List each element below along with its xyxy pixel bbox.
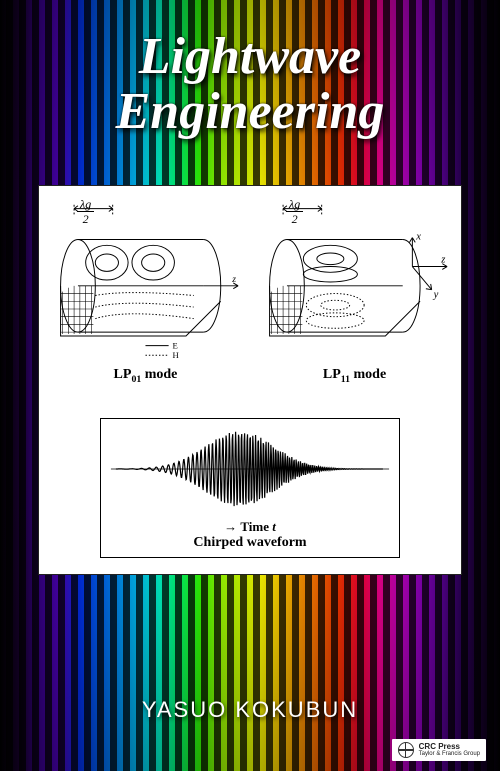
publisher-text: CRC Press Taylor & Francis Group bbox=[419, 743, 480, 757]
axis-y-label: y bbox=[433, 289, 439, 300]
author-name: YASUO KOKUBUN bbox=[0, 697, 500, 723]
mode-figures-row: λg2 bbox=[49, 196, 451, 406]
axis-z-label: z bbox=[440, 255, 445, 266]
svg-text:z: z bbox=[231, 274, 236, 285]
waveform-caption: Chirped waveform bbox=[101, 535, 399, 557]
lp11-label: LP11 mode bbox=[258, 367, 451, 385]
figure-panel: λg2 bbox=[38, 185, 462, 575]
title-line-1: Lightwave bbox=[0, 30, 500, 85]
lambda-annotation-right: λg2 bbox=[286, 198, 303, 225]
svg-text:H: H bbox=[172, 350, 179, 360]
figure-lp11: λg2 bbox=[258, 196, 451, 406]
lp01-label: LP01 mode bbox=[49, 367, 242, 385]
figure-lp01: λg2 bbox=[49, 196, 242, 406]
lambda-annotation-left: λg2 bbox=[77, 198, 94, 225]
time-axis-label: → Time t bbox=[101, 519, 399, 535]
book-cover: Lightwave Engineering λg2 bbox=[0, 0, 500, 771]
publisher-logo-icon bbox=[398, 742, 414, 758]
author-block: YASUO KOKUBUN bbox=[0, 697, 500, 723]
title-block: Lightwave Engineering bbox=[0, 30, 500, 139]
publisher-badge: CRC Press Taylor & Francis Group bbox=[392, 739, 486, 761]
axis-x-label: x bbox=[415, 232, 421, 243]
chirped-waveform-plot bbox=[101, 419, 399, 519]
chirped-waveform-box: → Time t Chirped waveform bbox=[100, 418, 400, 558]
title-line-2: Engineering bbox=[0, 85, 500, 140]
svg-text:E: E bbox=[172, 341, 177, 351]
